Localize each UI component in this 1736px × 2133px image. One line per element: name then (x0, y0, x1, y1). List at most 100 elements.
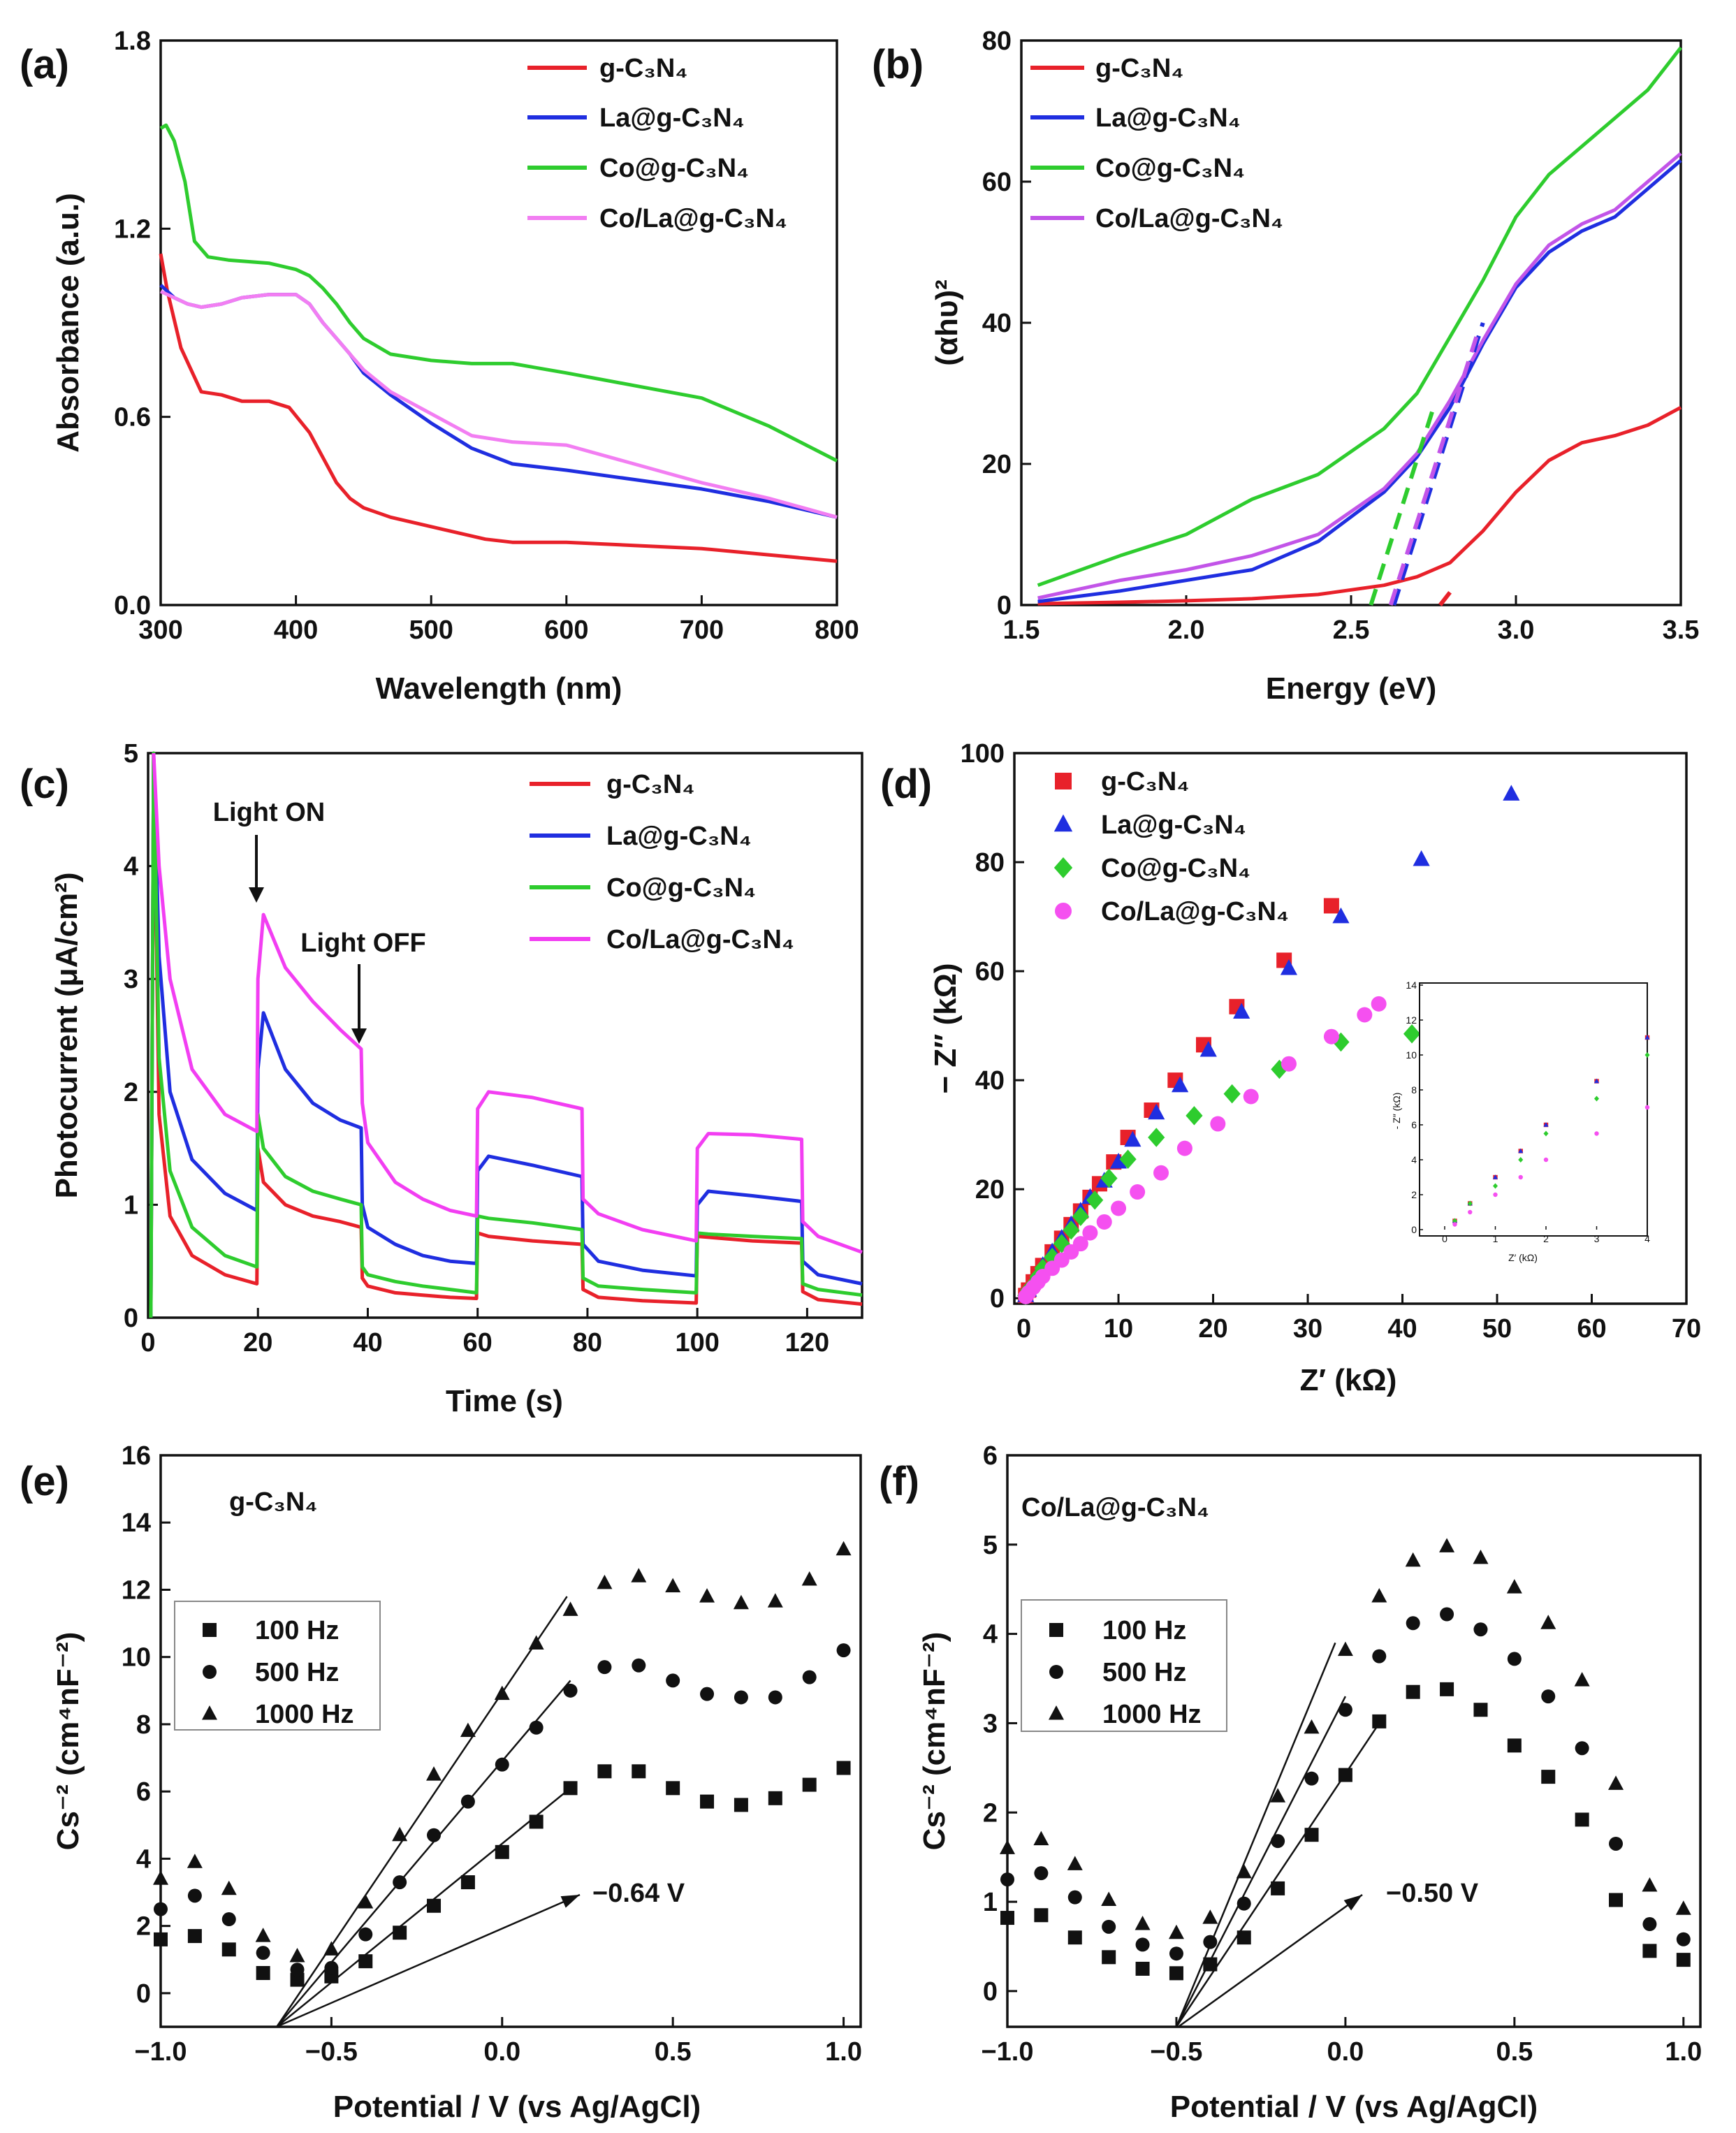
legend-label-co: Co@g-C₃N₄ (599, 154, 749, 183)
x-tick-label: 60 (463, 1328, 493, 1357)
legend-label-la: La@g-C₃N₄ (606, 822, 752, 851)
y-tick-label: 5 (124, 739, 138, 769)
data-point (221, 1942, 236, 1957)
panel-c-xlabel: Time (s) (446, 1384, 563, 1418)
data-point (495, 1844, 509, 1859)
panel-f-flatband-label: −0.50 V (1386, 1879, 1479, 1908)
light-on-label: Light ON (213, 798, 325, 827)
y-tick-label: 6 (136, 1777, 151, 1807)
data-point (221, 1880, 237, 1895)
legend-label-500hz: 500 Hz (1102, 1658, 1186, 1687)
series-line-co-la-g-c3n4 (159, 289, 838, 519)
legend-marker (202, 1705, 217, 1720)
x-tick-label: −0.5 (1150, 2037, 1202, 2067)
data-point (1130, 1184, 1146, 1200)
y-tick-label: 0 (997, 591, 1012, 620)
data-point (597, 1574, 613, 1589)
data-point (801, 1571, 817, 1586)
y-tick-label: 2 (136, 1912, 151, 1942)
data-point (1186, 1106, 1203, 1126)
inset-x-tick-label: 4 (1644, 1233, 1650, 1244)
data-point (631, 1568, 647, 1582)
light-off-arrowhead (351, 1028, 367, 1044)
flatband-arrow (1179, 1893, 1363, 2028)
data-point (1000, 1840, 1015, 1854)
data-point (1406, 1684, 1420, 1699)
e-ticks-axis-ticks: −1.0 −0.5 0.0 0.5 1.0 0 2 4 6 8 10 12 14 16 (122, 1441, 862, 2067)
f-series-points (1000, 1538, 1691, 2028)
data-point (1072, 1207, 1089, 1226)
tangent-line (1388, 336, 1479, 606)
data-point (1153, 1165, 1169, 1181)
inset-point (1543, 1130, 1549, 1137)
data-point (1372, 1714, 1387, 1728)
data-point (1371, 1587, 1387, 1603)
inset-x-tick-label: 2 (1543, 1233, 1549, 1244)
data-point (1608, 1775, 1624, 1790)
y-tick-label: 40 (982, 309, 1012, 338)
data-point (1323, 898, 1339, 914)
data-point (836, 1643, 851, 1658)
data-point (358, 1927, 373, 1942)
legend-marker (1055, 773, 1072, 789)
panel-c-legend: g-C₃N₄ La@g-C₃N₄ Co@g-C₃N₄ Co/La@g-C₃N₄ (530, 770, 794, 954)
panel-d-xlabel: Z′ (kΩ) (1300, 1363, 1397, 1397)
x-tick-label: 300 (138, 616, 182, 645)
legend-label-la: La@g-C₃N₄ (599, 103, 745, 133)
data-point (187, 1888, 202, 1903)
data-point (1233, 1003, 1250, 1019)
data-point (427, 1828, 442, 1842)
y-tick-label: 3 (983, 1709, 998, 1738)
data-point (1609, 1836, 1624, 1851)
data-point (1507, 1738, 1522, 1753)
data-point (1237, 1896, 1251, 1911)
data-point (1271, 1834, 1285, 1849)
flatband-arrowhead (1343, 1895, 1362, 1911)
panel-e-title: g-C₃N₄ (229, 1487, 317, 1517)
data-point (1676, 1953, 1691, 1967)
x-tick-label: 3.0 (1498, 616, 1535, 645)
data-point (1473, 1549, 1489, 1564)
data-point (256, 1946, 270, 1960)
e-series-points (153, 1541, 852, 2028)
data-point (768, 1690, 782, 1705)
x-tick-label: 2.5 (1333, 616, 1370, 645)
data-point (1473, 1703, 1488, 1717)
series-line-la-g-c3n4 (1037, 159, 1682, 604)
data-point (597, 1764, 612, 1779)
data-point (1203, 1957, 1218, 1972)
data-point (1067, 1890, 1082, 1905)
y-tick-label: 80 (975, 848, 1005, 878)
data-point (1148, 1128, 1165, 1147)
data-point (290, 1963, 305, 1977)
series-line-la-g-c3n4 (149, 751, 863, 1318)
x-tick-label: 2.0 (1168, 616, 1205, 645)
series-line-co-la-g-c3n4 (1037, 152, 1682, 600)
data-point (1067, 1856, 1083, 1870)
inset-y-tick-label: 4 (1411, 1154, 1417, 1165)
y-tick-label: 40 (975, 1066, 1005, 1095)
data-point (1440, 1682, 1454, 1696)
data-point (1371, 996, 1387, 1012)
b-ticks-axis-ticks: 1.5 2.0 2.5 3.0 3.5 0 20 40 60 80 (982, 27, 1700, 645)
data-point (1540, 1615, 1556, 1629)
series-line-co-g-c3n4 (159, 123, 838, 463)
y-tick-label: 4 (136, 1844, 151, 1874)
legend-label-cola: Co/La@g-C₃N₄ (1101, 897, 1289, 926)
legend-markers (1049, 1623, 1064, 1720)
data-point (1338, 1703, 1352, 1717)
data-point (733, 1594, 749, 1610)
panel-e-label: (e) (20, 1459, 69, 1504)
x-tick-label: 40 (1387, 1314, 1417, 1344)
tangent-line (1438, 590, 1452, 606)
y-tick-label: 0 (983, 1977, 998, 2007)
d-series-points (1017, 785, 1520, 1306)
y-tick-label: 8 (136, 1710, 151, 1740)
y-tick-label: 0 (136, 1979, 151, 2009)
x-tick-label: 0 (1016, 1314, 1031, 1344)
data-point (1405, 1552, 1421, 1567)
data-point (1439, 1538, 1455, 1552)
data-point (802, 1670, 817, 1684)
